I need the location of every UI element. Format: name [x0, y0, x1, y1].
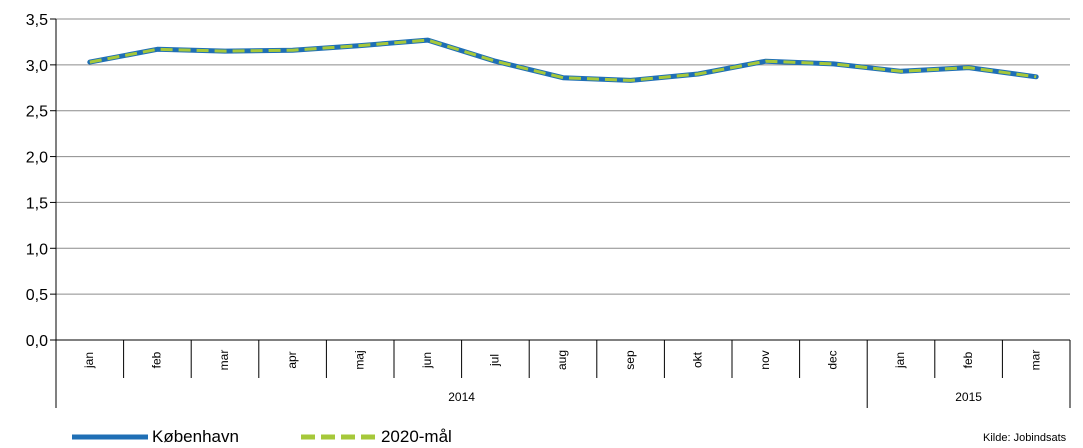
tick-label-x-7: aug — [555, 350, 569, 370]
tick-label-y-5: 2,5 — [26, 104, 48, 121]
tick-label-y-7: 3,5 — [26, 12, 48, 29]
tick-label-x-14: mar — [1028, 350, 1042, 371]
series-line-0 — [87, 37, 1039, 83]
tick-label-y-2: 1,0 — [26, 241, 48, 258]
series-line-1 — [89, 38, 1037, 82]
tick-label-x-6: jul — [488, 354, 502, 367]
tick-label-x-13: feb — [961, 351, 975, 368]
legend-item-2020-maal: 2020-mål — [299, 426, 452, 448]
legend: København 2020-mål — [70, 426, 512, 448]
legend-label-kobenhavn: København — [152, 427, 239, 446]
line-chart: 0,0 0,5 1,0 1,5 2,0 2,5 3,0 3,5 jan feb mar apr maj j… — [26, 12, 1071, 408]
tick-label-y-6: 3,0 — [26, 58, 48, 75]
legend-label-2020-maal: 2020-mål — [380, 427, 452, 446]
tick-label-x-1: feb — [150, 351, 164, 368]
tick-label-x-10: nov — [758, 350, 772, 369]
tick-label-x-11: dec — [826, 350, 840, 369]
year-label-0: 2014 — [448, 390, 475, 404]
tick-label-y-1: 0,5 — [26, 287, 48, 304]
tick-label-x-4: maj — [352, 350, 366, 369]
year-label-1: 2015 — [955, 390, 982, 404]
legend-item-kobenhavn: København — [70, 426, 239, 448]
tick-label-x-8: sep — [623, 350, 637, 370]
tick-label-x-0: jan — [82, 352, 96, 369]
tick-label-x-5: jun — [420, 352, 434, 369]
tick-label-y-4: 2,0 — [26, 150, 48, 167]
tick-label-y-3: 1,5 — [26, 195, 48, 212]
source-note: Kilde: Jobindsats — [983, 432, 1067, 444]
tick-label-x-12: jan — [893, 352, 907, 369]
tick-label-x-3: apr — [285, 351, 299, 368]
tick-label-x-2: mar — [217, 350, 231, 371]
legend-swatch-2020-maal — [300, 434, 377, 440]
tick-label-y-0: 0,0 — [26, 333, 48, 350]
tick-label-x-9: okt — [690, 351, 704, 368]
legend-swatch-kobenhavn — [72, 434, 148, 440]
